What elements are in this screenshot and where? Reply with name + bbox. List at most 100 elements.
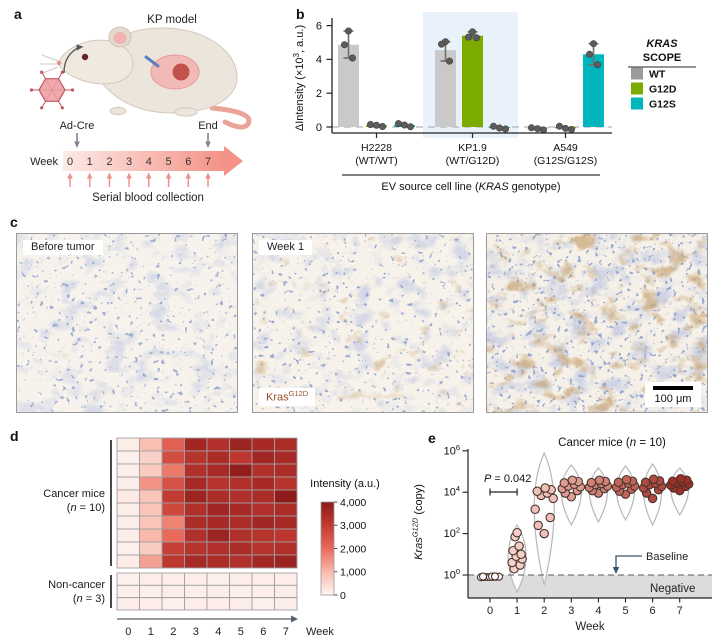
replicate-dot: [528, 124, 536, 132]
blood-collection-arrows: [69, 177, 209, 187]
svg-text:5: 5: [166, 156, 172, 168]
heatmap-cell: [274, 554, 298, 569]
mouse-rear-foot: [174, 107, 198, 117]
heatmap-cell: [206, 502, 230, 517]
x-tick-label: 3: [568, 605, 574, 617]
week-arrowhead: [291, 615, 298, 623]
heatmap-cell: [116, 584, 140, 599]
heatmap-cell: [184, 463, 208, 478]
tissue-image-2: [253, 234, 473, 412]
replicate-dot: [593, 61, 601, 69]
mouse-datapoint-week-5: [621, 474, 632, 485]
kras-g12d-marker-label: KrasG12D: [259, 388, 316, 406]
heatmap-cell: [274, 515, 298, 530]
replicate-dot: [446, 57, 454, 65]
heatmap-cell: [184, 450, 208, 465]
heatmap-cell: [161, 528, 185, 543]
replicate-dot: [465, 33, 473, 41]
heatmap-cell: [251, 584, 275, 599]
heatmap-cell: [206, 489, 230, 504]
x-tick-label: 7: [677, 605, 683, 617]
week-axis-label: Week: [30, 156, 58, 168]
heatmap-cell: [184, 476, 208, 491]
category-genotype: (G12S/G12S): [534, 155, 598, 167]
heatmap-cell: [161, 450, 185, 465]
heatmap-cell: [251, 528, 275, 543]
colorbar-tick-label: 0: [340, 590, 346, 602]
svg-text:2: 2: [106, 156, 112, 168]
replicate-dot: [438, 40, 446, 48]
heatmap-cell: [116, 572, 140, 586]
end-label: End: [198, 120, 218, 132]
image-label-before-tumor: Before tumor: [23, 240, 103, 255]
heatmap-cell: [161, 437, 185, 452]
heatmap-cell: [116, 528, 140, 543]
week-tick-label: 3: [193, 626, 199, 638]
heatmap-cell: [251, 502, 275, 517]
heatmap-cell: [274, 476, 298, 491]
y-tick-label: 102: [444, 526, 460, 541]
baseline-callout-line: [615, 555, 642, 568]
heatmap-cell: [274, 541, 298, 556]
heatmap-cell: [206, 476, 230, 491]
replicate-dot: [379, 123, 387, 131]
bar-G12S-A549: [583, 54, 604, 127]
negative-band: [468, 575, 712, 598]
mouse-datapoint-week-2: [532, 486, 542, 497]
heatmap-cell: [274, 489, 298, 504]
week-tick-label: 7: [283, 626, 289, 638]
mouse-datapoint-week-7: [675, 473, 686, 484]
heatmap-cell: [206, 584, 230, 599]
heatmap-cell: [206, 554, 230, 569]
histology-image-week1: Week 1 KrasG12D: [252, 233, 474, 413]
panel-d-label: d: [10, 428, 19, 444]
intensity-heatmap: Cancer mice (n = 10) Non-cancer (n = 3) 0 1 2 3…: [43, 437, 380, 638]
heatmap-cell: [206, 572, 230, 586]
svg-text:4: 4: [146, 156, 152, 168]
tumor-spot: [172, 63, 190, 81]
heatmap-cell: [139, 489, 163, 504]
infection-arrowhead: [76, 44, 84, 51]
panel-c-label: c: [10, 214, 18, 230]
x-tick-label: 5: [622, 605, 628, 617]
heatmap-cell: [184, 584, 208, 599]
heatmap-cell: [139, 554, 163, 569]
adcre-label: Ad-Cre: [60, 120, 95, 132]
heatmap-cell: [184, 515, 208, 530]
replicate-dot: [555, 122, 563, 130]
colorbar-tick-label: 3,000: [340, 520, 366, 532]
x-tick-label: 6: [650, 605, 656, 617]
week-axis-label: Week: [306, 626, 334, 638]
replicate-dot: [496, 124, 504, 132]
kp-model-title: KP model: [147, 14, 197, 26]
replicate-dot: [401, 121, 409, 129]
p-value-bracket: [489, 488, 518, 496]
image-label-week1: Week 1: [259, 240, 313, 255]
x-tick-label: 4: [595, 605, 601, 617]
mouse-datapoint-week-2: [533, 520, 543, 531]
week-tick-label: 6: [260, 626, 266, 638]
bar-WT-H2228: [338, 44, 359, 128]
heatmap-cell: [274, 437, 298, 452]
heatmap-cell: [274, 572, 298, 586]
legend-label-G12S: G12S: [649, 98, 676, 110]
heatmap-cell: [206, 597, 230, 611]
heatmap-cell: [251, 572, 275, 586]
scale-bar-line: [653, 386, 693, 390]
mouse-datapoint-week-2: [530, 504, 540, 515]
catheter-mark: [144, 55, 160, 68]
heatmap-cell: [229, 528, 253, 543]
heatmap-cell: [184, 597, 208, 611]
svg-text:1: 1: [87, 156, 93, 168]
p-value-label: P = 0.042: [484, 473, 531, 485]
heatmap-cell: [184, 437, 208, 452]
heatmap-cell: [139, 450, 163, 465]
colorbar: [320, 501, 335, 596]
replicate-dot: [567, 126, 575, 134]
heatmap-cell: [116, 515, 140, 530]
heatmap-cell: [116, 502, 140, 517]
mouse-whiskers: [40, 54, 59, 74]
heatmap-cell: [251, 476, 275, 491]
heatmap-cell: [229, 476, 253, 491]
